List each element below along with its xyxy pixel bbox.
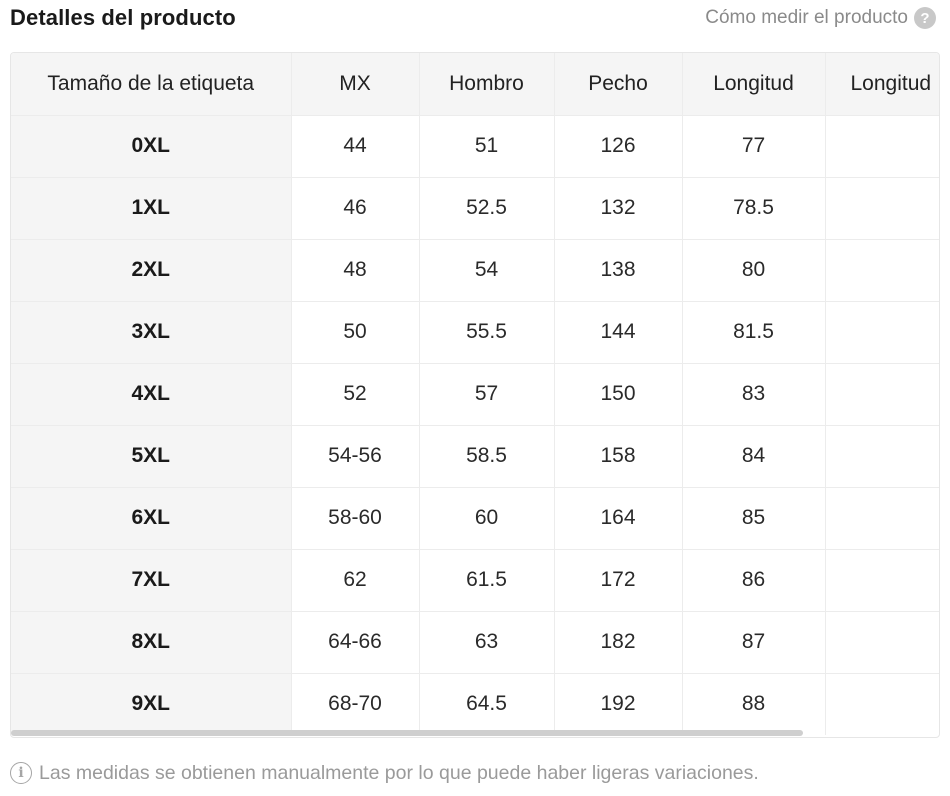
table-cell: 50 bbox=[291, 301, 420, 364]
table-cell bbox=[825, 673, 939, 735]
table-cell: 52.5 bbox=[419, 177, 555, 240]
table-cell: 182 bbox=[554, 611, 683, 674]
table-cell bbox=[825, 239, 939, 302]
size-label-cell: 8XL bbox=[11, 611, 292, 674]
size-label-cell: 2XL bbox=[11, 239, 292, 302]
table-cell: 150 bbox=[554, 363, 683, 426]
table-row: 5XL 54-56 58.5 158 84 bbox=[11, 425, 939, 488]
column-header: Pecho bbox=[554, 53, 683, 116]
horizontal-scrollbar[interactable] bbox=[11, 729, 939, 737]
table-row: 8XL 64-66 63 182 87 bbox=[11, 611, 939, 674]
column-header: Hombro bbox=[419, 53, 555, 116]
table-cell: 60 bbox=[419, 487, 555, 550]
table-row: 7XL 62 61.5 172 86 bbox=[11, 549, 939, 612]
info-circle-icon: i bbox=[10, 762, 32, 784]
page-title: Detalles del producto bbox=[10, 5, 236, 30]
table-cell: 138 bbox=[554, 239, 683, 302]
table-header-row: Tamaño de la etiqueta MX Hombro Pecho Lo… bbox=[11, 53, 939, 116]
size-label-cell: 0XL bbox=[11, 115, 292, 178]
table-cell bbox=[825, 549, 939, 612]
table-row: 0XL 44 51 126 77 bbox=[11, 115, 939, 178]
table-cell: 86 bbox=[682, 549, 826, 612]
table-cell: 192 bbox=[554, 673, 683, 735]
measurement-note-text: Las medidas se obtienen manualmente por … bbox=[39, 761, 759, 784]
table-cell: 62 bbox=[291, 549, 420, 612]
table-cell: 46 bbox=[291, 177, 420, 240]
table-cell: 57 bbox=[419, 363, 555, 426]
size-label-cell: 9XL bbox=[11, 673, 292, 735]
table-cell: 83 bbox=[682, 363, 826, 426]
table-cell: 88 bbox=[682, 673, 826, 735]
table-row: 1XL 46 52.5 132 78.5 bbox=[11, 177, 939, 240]
table-row: 9XL 68-70 64.5 192 88 bbox=[11, 673, 939, 735]
table-cell bbox=[825, 611, 939, 674]
how-to-measure-label[interactable]: Cómo medir el producto bbox=[705, 7, 908, 28]
table-cell: 78.5 bbox=[682, 177, 826, 240]
table-cell: 85 bbox=[682, 487, 826, 550]
table-cell: 44 bbox=[291, 115, 420, 178]
table-cell: 81.5 bbox=[682, 301, 826, 364]
table-cell: 55.5 bbox=[419, 301, 555, 364]
table-cell: 132 bbox=[554, 177, 683, 240]
table-cell: 77 bbox=[682, 115, 826, 178]
size-label-cell: 7XL bbox=[11, 549, 292, 612]
table-cell bbox=[825, 487, 939, 550]
table-cell bbox=[825, 301, 939, 364]
table-cell: 58-60 bbox=[291, 487, 420, 550]
table-cell: 63 bbox=[419, 611, 555, 674]
how-to-measure-link[interactable]: Cómo medir el producto ? bbox=[705, 7, 936, 29]
table-cell: 64.5 bbox=[419, 673, 555, 735]
measurement-note: i Las medidas se obtienen manualmente po… bbox=[10, 760, 759, 786]
table-cell: 87 bbox=[682, 611, 826, 674]
table-cell: 51 bbox=[419, 115, 555, 178]
size-table-container: Tamaño de la etiqueta MX Hombro Pecho Lo… bbox=[10, 52, 940, 738]
table-cell bbox=[825, 177, 939, 240]
table-cell bbox=[825, 425, 939, 488]
table-row: 2XL 48 54 138 80 bbox=[11, 239, 939, 302]
column-header: Longitud bbox=[825, 53, 939, 116]
table-row: 6XL 58-60 60 164 85 bbox=[11, 487, 939, 550]
size-label-cell: 4XL bbox=[11, 363, 292, 426]
table-cell: 54 bbox=[419, 239, 555, 302]
table-cell: 164 bbox=[554, 487, 683, 550]
table-cell bbox=[825, 363, 939, 426]
table-cell: 68-70 bbox=[291, 673, 420, 735]
column-header: MX bbox=[291, 53, 420, 116]
table-cell: 58.5 bbox=[419, 425, 555, 488]
size-table: Tamaño de la etiqueta MX Hombro Pecho Lo… bbox=[11, 53, 939, 735]
table-cell: 48 bbox=[291, 239, 420, 302]
question-circle-icon[interactable]: ? bbox=[914, 7, 936, 29]
table-cell: 172 bbox=[554, 549, 683, 612]
table-cell: 158 bbox=[554, 425, 683, 488]
table-cell: 61.5 bbox=[419, 549, 555, 612]
table-cell: 80 bbox=[682, 239, 826, 302]
scrollbar-thumb[interactable] bbox=[11, 730, 803, 736]
size-label-cell: 1XL bbox=[11, 177, 292, 240]
size-label-cell: 6XL bbox=[11, 487, 292, 550]
table-cell: 64-66 bbox=[291, 611, 420, 674]
table-cell bbox=[825, 115, 939, 178]
table-cell: 54-56 bbox=[291, 425, 420, 488]
size-label-cell: 3XL bbox=[11, 301, 292, 364]
table-row: 3XL 50 55.5 144 81.5 bbox=[11, 301, 939, 364]
column-header: Longitud bbox=[682, 53, 826, 116]
table-cell: 84 bbox=[682, 425, 826, 488]
table-row: 4XL 52 57 150 83 bbox=[11, 363, 939, 426]
header: Detalles del producto Cómo medir el prod… bbox=[10, 0, 936, 36]
size-label-cell: 5XL bbox=[11, 425, 292, 488]
table-cell: 144 bbox=[554, 301, 683, 364]
table-body: 0XL 44 51 126 77 1XL 46 52.5 132 78.5 2XL 48 54 138 80… bbox=[11, 115, 939, 735]
table-cell: 126 bbox=[554, 115, 683, 178]
table-cell: 52 bbox=[291, 363, 420, 426]
column-header: Tamaño de la etiqueta bbox=[11, 53, 292, 116]
